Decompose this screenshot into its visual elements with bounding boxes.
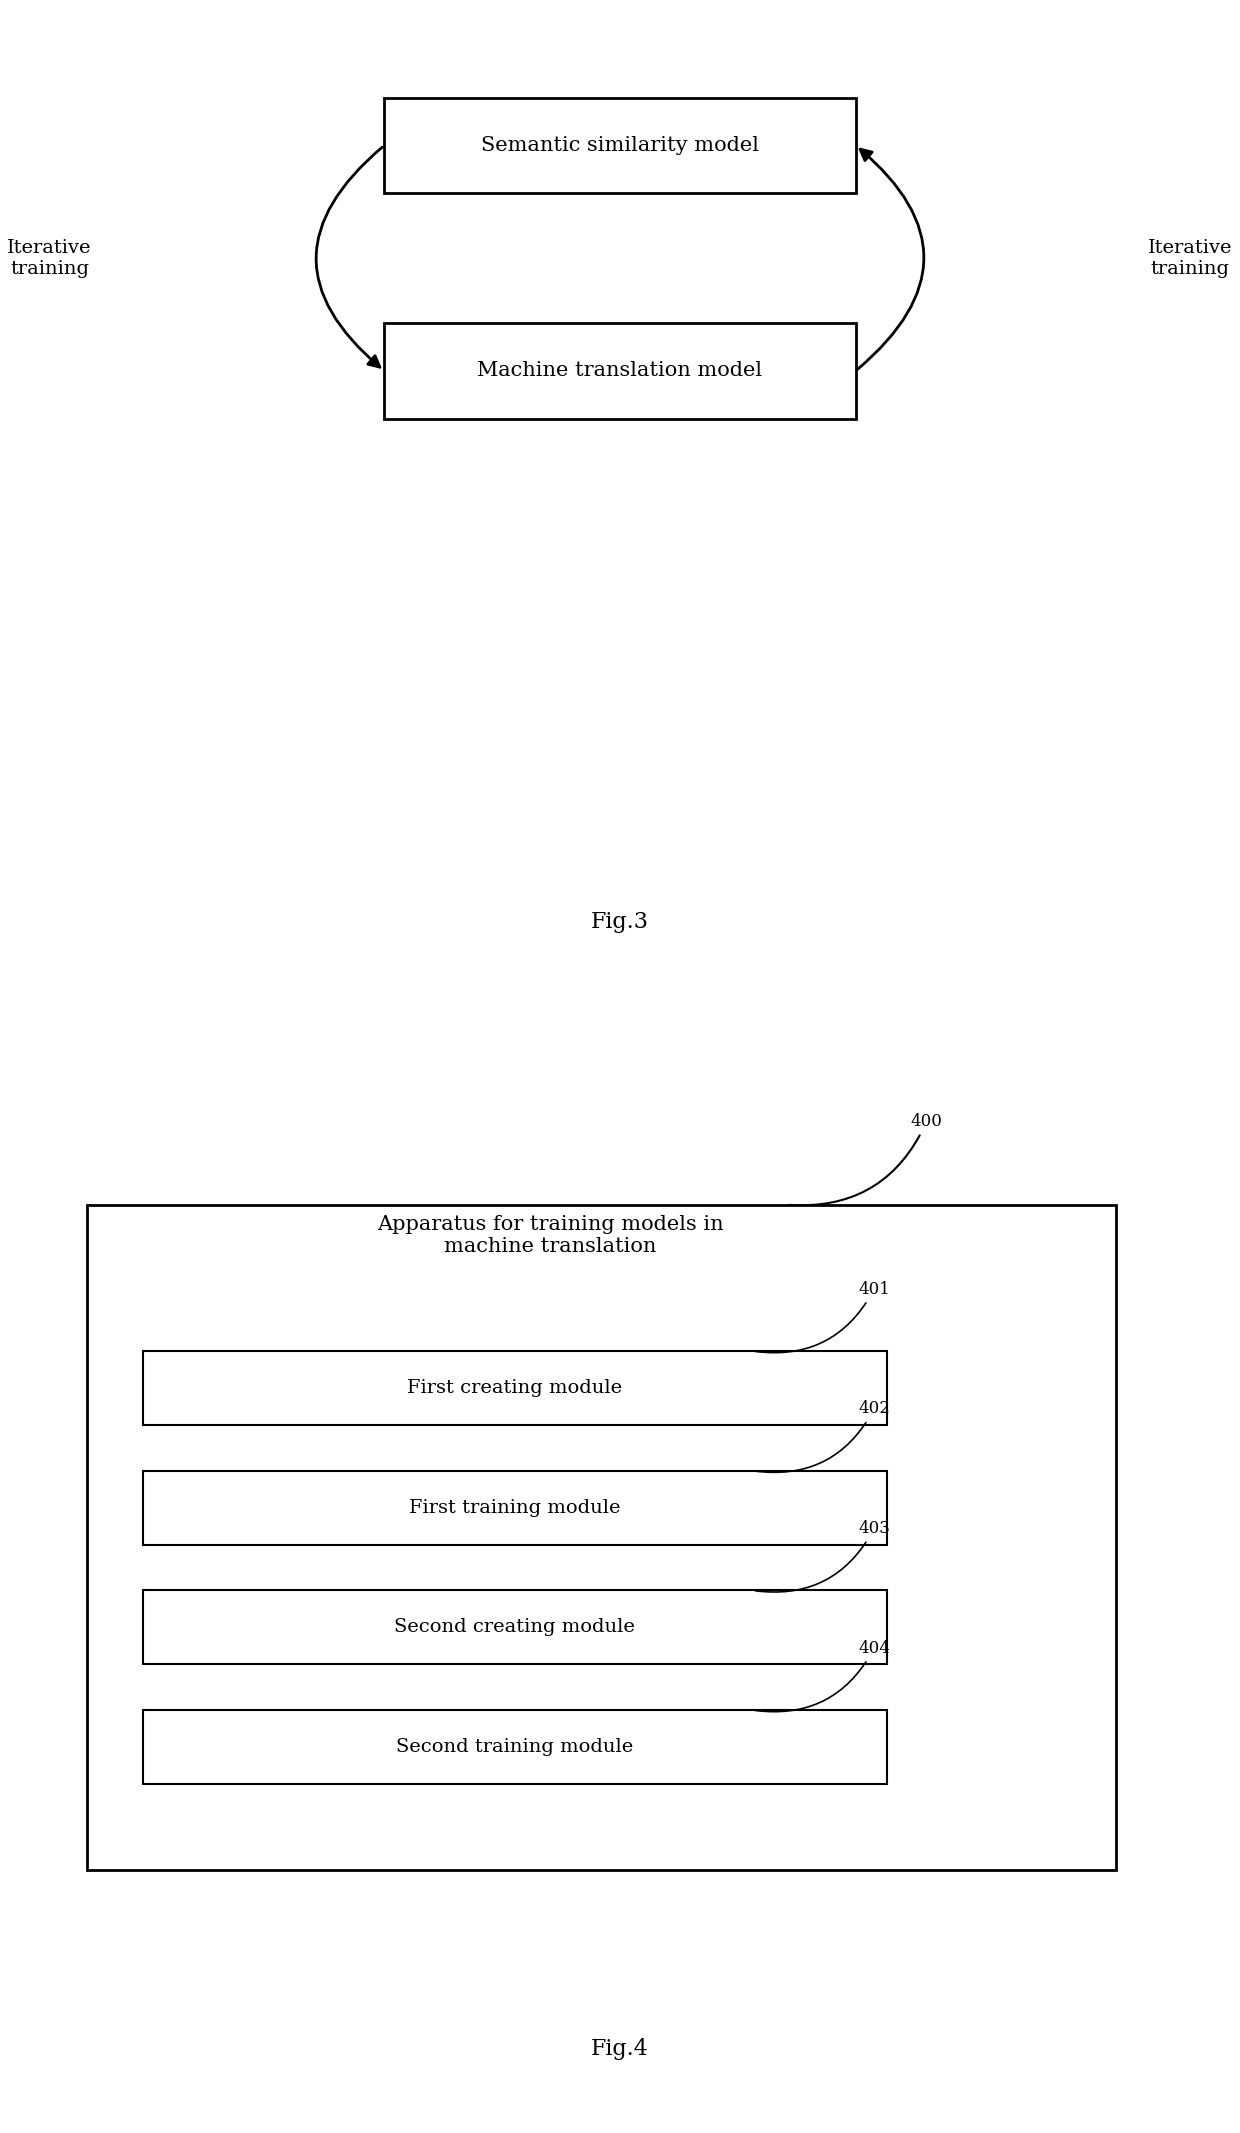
FancyBboxPatch shape [143, 1711, 887, 1783]
Text: 404: 404 [755, 1640, 890, 1711]
Text: 400: 400 [790, 1113, 942, 1205]
FancyBboxPatch shape [143, 1591, 887, 1664]
FancyBboxPatch shape [87, 1205, 1116, 1871]
Text: First training module: First training module [409, 1499, 620, 1517]
Text: Apparatus for training models in
machine translation: Apparatus for training models in machine… [377, 1216, 723, 1256]
Text: Fig.3: Fig.3 [591, 911, 649, 934]
Text: 401: 401 [755, 1280, 890, 1352]
Text: 403: 403 [755, 1521, 890, 1591]
Text: Iterative
training: Iterative training [1148, 239, 1233, 277]
FancyBboxPatch shape [384, 98, 856, 192]
FancyBboxPatch shape [143, 1472, 887, 1544]
Text: Fig.4: Fig.4 [591, 2039, 649, 2060]
Text: Semantic similarity model: Semantic similarity model [481, 137, 759, 156]
Text: Iterative
training: Iterative training [7, 239, 92, 277]
Text: Machine translation model: Machine translation model [477, 360, 763, 380]
FancyBboxPatch shape [143, 1350, 887, 1425]
Text: Second creating module: Second creating module [394, 1619, 635, 1636]
FancyBboxPatch shape [384, 324, 856, 418]
Text: 402: 402 [755, 1401, 890, 1472]
Text: First creating module: First creating module [407, 1380, 622, 1397]
Text: Second training module: Second training module [396, 1738, 634, 1755]
